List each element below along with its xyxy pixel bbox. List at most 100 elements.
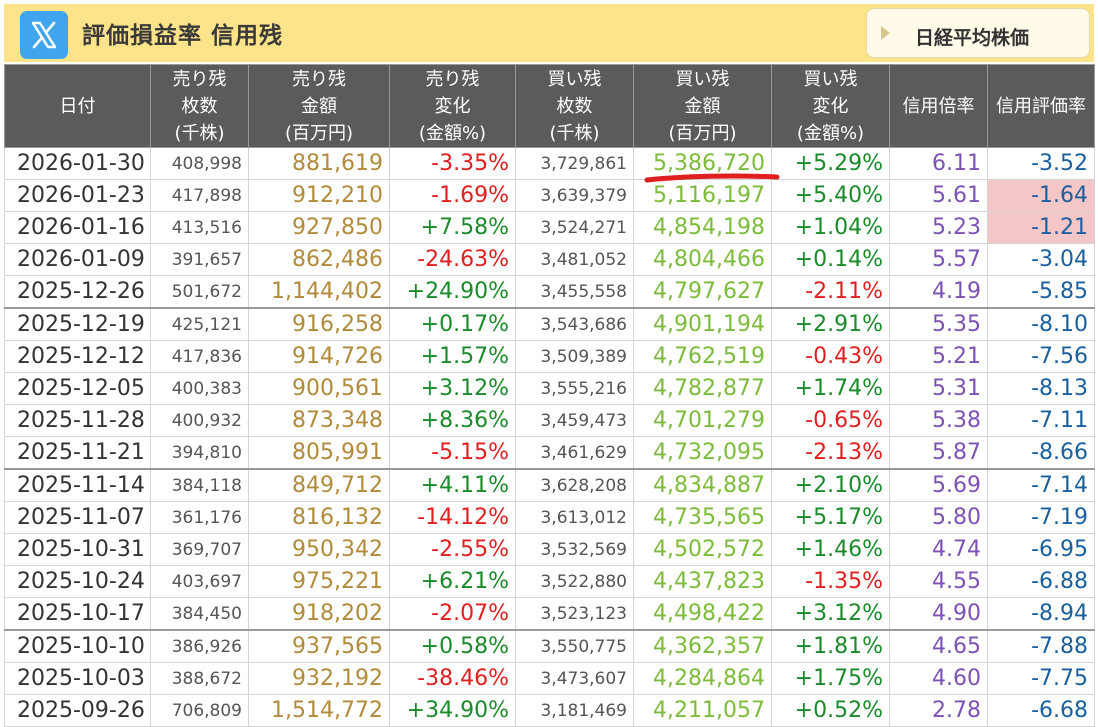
cell-sell-qty: 425,121 [150,307,249,341]
cell-ratio: 5.38 [889,404,988,437]
x-share-icon[interactable] [20,11,68,59]
table-row: 2025-10-31 369,707 950,342 -2.55% 3,532,569 4… [4,533,1095,566]
cell-sell-qty: 388,672 [150,662,249,695]
cell-ratio: 4.74 [889,533,988,566]
cell-sell-qty: 384,450 [150,597,249,631]
cell-sell-amt: 849,712 [248,468,390,502]
cell-ratio: 5.35 [889,307,988,341]
column-header-line: (千株) [174,122,225,144]
cell-ratio: 4.65 [889,629,988,663]
cell-buy-chg: +2.10% [771,468,890,502]
cell-buy-amt: 4,211,057 [633,694,772,727]
cell-eval: -6.88 [987,565,1095,598]
column-header-credit-eval-rate: 信用評価率 [987,64,1095,148]
column-header-sell-amount: 売り残 金額 (百万円) [248,64,390,148]
cell-buy-qty: 3,523,123 [515,597,634,631]
cell-eval: -8.13 [987,372,1095,405]
cell-date: 2025-12-26 [4,275,151,309]
column-header-line: 金額 [301,95,337,117]
table-row: 2025-10-10 386,926 937,565 +0.58% 3,550,775 4… [4,629,1095,663]
cell-sell-amt: 1,144,402 [248,275,390,309]
cell-ratio: 5.21 [889,340,988,373]
cell-ratio: 2.78 [889,694,988,727]
cell-eval: -6.95 [987,533,1095,566]
cell-date: 2025-10-17 [4,597,151,631]
cell-ratio: 4.55 [889,565,988,598]
cell-ratio: 5.57 [889,243,988,276]
cell-date: 2025-10-10 [4,629,151,663]
cell-sell-qty: 400,383 [150,372,249,405]
cell-sell-chg: +3.12% [389,372,516,405]
cell-eval: -5.85 [987,275,1095,309]
cell-ratio: 5.80 [889,501,988,534]
cell-buy-amt: 4,797,627 [633,275,772,309]
cell-ratio: 5.31 [889,372,988,405]
cell-sell-chg: -1.69% [389,179,516,212]
column-header-line: (千株) [549,122,600,144]
cell-sell-amt: 862,486 [248,243,390,276]
column-header-line: 売り残 [172,68,227,90]
cell-buy-chg: +1.74% [771,372,890,405]
cell-buy-amt: 4,362,357 [633,629,772,663]
cell-buy-chg: +5.17% [771,501,890,534]
cell-sell-qty: 413,516 [150,211,249,244]
cell-sell-amt: 916,258 [248,307,390,341]
cell-buy-chg: +5.40% [771,179,890,212]
cell-buy-qty: 3,628,208 [515,468,634,502]
cell-eval: -7.88 [987,629,1095,663]
cell-buy-chg: -2.11% [771,275,890,309]
cell-sell-qty: 706,809 [150,694,249,727]
cell-buy-amt: 4,762,519 [633,340,772,373]
cell-sell-qty: 386,926 [150,629,249,663]
cell-sell-chg: -14.12% [389,501,516,534]
cell-buy-chg: -0.65% [771,404,890,437]
cell-date: 2025-11-21 [4,436,151,470]
page-title: 評価損益率 信用残 [82,23,284,49]
nikkei-average-button[interactable]: 日経平均株価 [866,8,1090,58]
cell-eval: -1.64 [987,179,1095,212]
column-header-line: 変化 [434,95,471,117]
table-row: 2025-10-24 403,697 975,221 +6.21% 3,522,880 4… [4,565,1095,598]
cell-sell-amt: 805,991 [248,436,390,470]
cell-date: 2025-09-26 [4,694,151,727]
cell-date: 2025-12-19 [4,307,151,341]
cell-date: 2025-10-03 [4,662,151,695]
cell-eval: -7.75 [987,662,1095,695]
table-body: 2026-01-30 408,998 881,619 -3.35% 3,729,861 5… [4,147,1095,727]
cell-buy-amt: 4,901,194 [633,307,772,341]
cell-sell-amt: 918,202 [248,597,390,631]
cell-buy-amt: 4,701,279 [633,404,772,437]
cell-sell-amt: 1,514,772 [248,694,390,727]
cell-buy-amt: 4,854,198 [633,211,772,244]
cell-sell-qty: 417,836 [150,340,249,373]
cell-ratio: 4.60 [889,662,988,695]
column-header-line: 信用評価率 [996,95,1086,117]
cell-buy-qty: 3,532,569 [515,533,634,566]
cell-ratio: 6.11 [889,147,988,180]
cell-date: 2025-10-24 [4,565,151,598]
table-row: 2025-10-03 388,672 932,192 -38.46% 3,473,607… [4,662,1095,695]
table-row: 2025-10-17 384,450 918,202 -2.07% 3,523,123 4… [4,597,1095,631]
cell-date: 2026-01-09 [4,243,151,276]
cell-sell-qty: 408,998 [150,147,249,180]
cell-eval: -8.10 [987,307,1095,341]
cell-sell-amt: 975,221 [248,565,390,598]
cell-sell-qty: 403,697 [150,565,249,598]
cell-sell-chg: -5.15% [389,436,516,470]
cell-buy-chg: -2.13% [771,436,890,470]
cell-eval: -8.94 [987,597,1095,631]
column-header-line: (百万円) [668,122,737,144]
column-header-line: 枚数 [556,95,593,117]
cell-buy-chg: +0.52% [771,694,890,727]
cell-sell-chg: +6.21% [389,565,516,598]
cell-buy-chg: +5.29% [771,147,890,180]
cell-sell-chg: +1.57% [389,340,516,373]
cell-date: 2025-11-14 [4,468,151,502]
table-row: 2025-12-12 417,836 914,726 +1.57% 3,509,389 4… [4,340,1095,373]
cell-sell-chg: +24.90% [389,275,516,309]
cell-sell-chg: -3.35% [389,147,516,180]
table-row: 2025-12-19 425,121 916,258 +0.17% 3,543,686 4… [4,307,1095,341]
cell-sell-chg: +0.17% [389,307,516,341]
cell-buy-qty: 3,639,379 [515,179,634,212]
cell-buy-chg: -1.35% [771,565,890,598]
